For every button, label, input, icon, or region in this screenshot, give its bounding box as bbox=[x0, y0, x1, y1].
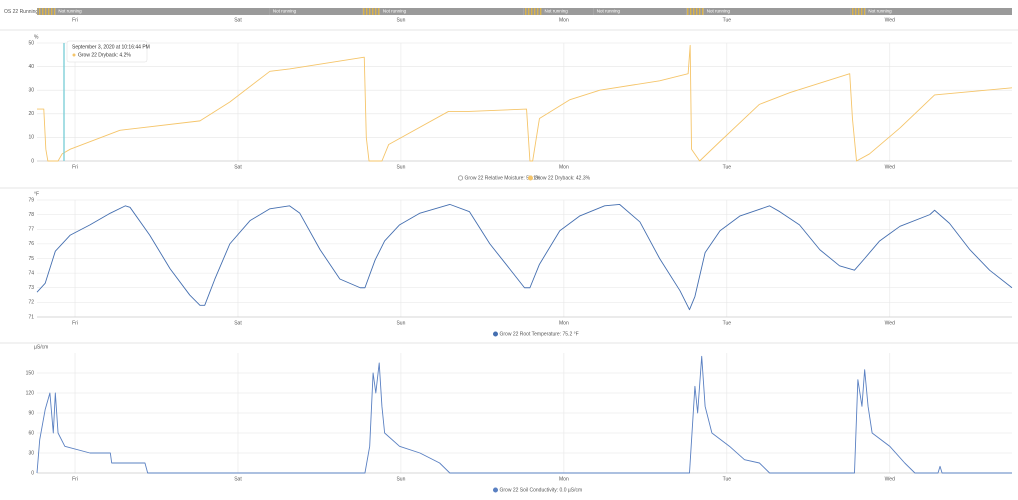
timeline-segment bbox=[593, 8, 687, 15]
y-tick-label: 72 bbox=[28, 300, 34, 306]
timeline-state: Not running bbox=[868, 9, 892, 14]
x-tick-label: Tue bbox=[723, 320, 732, 326]
data-line bbox=[36, 203, 1013, 311]
y-tick-label: 0 bbox=[31, 158, 34, 164]
y-tick-label: 120 bbox=[26, 390, 35, 396]
legend-marker bbox=[492, 487, 498, 493]
x-tick-label: Tue bbox=[723, 164, 732, 170]
x-tick-label: Sat bbox=[234, 164, 242, 170]
y-tick-label: 73 bbox=[28, 285, 34, 291]
x-tick-label: Sat bbox=[234, 476, 242, 482]
timeline-segment bbox=[362, 8, 380, 15]
timeline-segment bbox=[37, 8, 56, 15]
timeline-segment bbox=[703, 8, 851, 15]
timeline-segment bbox=[55, 8, 270, 15]
tooltip-marker bbox=[72, 53, 76, 57]
tooltip-text: Grow 22 Dryback: 4.2% bbox=[78, 52, 131, 58]
legend-label: Grow 22 Soil Conductivity: 0.0 µS/cm bbox=[500, 487, 583, 493]
timeline-segment bbox=[269, 8, 363, 15]
x-tick-label: Fri bbox=[72, 320, 78, 326]
data-line bbox=[36, 355, 1012, 474]
legend-label: Grow 22 Root Temperature: 75.2 °F bbox=[500, 331, 579, 337]
y-tick-label: 50 bbox=[28, 40, 34, 46]
x-tick-label: Wed bbox=[885, 476, 895, 482]
x-tick-label: Wed bbox=[885, 164, 895, 170]
data-line bbox=[37, 44, 1013, 162]
x-tick-label: Mon bbox=[559, 476, 569, 482]
timeline-label: OS 22 Running bbox=[4, 9, 38, 15]
timeline-segment bbox=[865, 8, 1012, 15]
timeline-state: Not running bbox=[58, 9, 82, 14]
y-tick-label: 30 bbox=[28, 88, 34, 94]
y-tick-label: 20 bbox=[28, 111, 34, 117]
y-tick-label: 75 bbox=[28, 256, 34, 262]
y-tick-label: 40 bbox=[28, 64, 34, 70]
x-tick-label: Mon bbox=[559, 320, 569, 326]
y-axis-unit: % bbox=[34, 34, 39, 40]
x-tick-label: Sun bbox=[396, 320, 405, 326]
x-tick-label: Sat bbox=[234, 17, 242, 23]
x-tick-label: Tue bbox=[723, 476, 732, 482]
timeline-state: Not running bbox=[597, 9, 621, 14]
legend-marker bbox=[492, 331, 498, 337]
x-tick-label: Mon bbox=[559, 17, 569, 23]
timeline-segment bbox=[686, 8, 704, 15]
y-tick-label: 60 bbox=[28, 430, 34, 436]
x-tick-label: Fri bbox=[72, 17, 78, 23]
timeline-segment bbox=[850, 8, 866, 15]
x-tick-label: Fri bbox=[72, 476, 78, 482]
y-tick-label: 150 bbox=[26, 370, 35, 376]
timeline-state: Not running bbox=[707, 9, 731, 14]
y-tick-label: 0 bbox=[31, 470, 34, 476]
tooltip-title: September 3, 2020 at 10:16:44 PM bbox=[72, 44, 150, 50]
y-tick-label: 74 bbox=[28, 270, 34, 276]
y-tick-label: 30 bbox=[28, 450, 34, 456]
legend-marker bbox=[457, 175, 463, 181]
y-tick-label: 10 bbox=[28, 135, 34, 141]
y-tick-label: 76 bbox=[28, 241, 34, 247]
legend-label: Grow 22 Relative Moisture: 57.1% bbox=[465, 175, 541, 181]
x-tick-label: Fri bbox=[72, 164, 78, 170]
timeline-state: Not running bbox=[273, 9, 297, 14]
x-tick-label: Sun bbox=[396, 164, 405, 170]
timeline-state: Not running bbox=[544, 9, 568, 14]
x-tick-label: Tue bbox=[723, 17, 732, 23]
y-axis-unit: µS/cm bbox=[34, 344, 48, 350]
y-tick-label: 77 bbox=[28, 227, 34, 233]
legend-marker bbox=[527, 175, 533, 181]
x-tick-label: Sun bbox=[396, 476, 405, 482]
legend-label: Grow 22 Dryback: 42.3% bbox=[535, 175, 591, 181]
x-tick-label: Mon bbox=[559, 164, 569, 170]
x-tick-label: Wed bbox=[885, 17, 895, 23]
x-tick-label: Wed bbox=[885, 320, 895, 326]
x-tick-label: Sun bbox=[396, 17, 405, 23]
y-axis-unit: °F bbox=[34, 191, 39, 197]
y-tick-label: 90 bbox=[28, 410, 34, 416]
timeline-segment bbox=[541, 8, 594, 15]
timeline-state: Not running bbox=[383, 9, 407, 14]
timeline-segment bbox=[523, 8, 542, 15]
tooltip-box bbox=[66, 40, 148, 63]
y-tick-label: 71 bbox=[28, 314, 34, 320]
x-tick-label: Sat bbox=[234, 320, 242, 326]
y-tick-label: 79 bbox=[28, 197, 34, 203]
timeline-segment bbox=[379, 8, 524, 15]
y-tick-label: 78 bbox=[28, 212, 34, 218]
